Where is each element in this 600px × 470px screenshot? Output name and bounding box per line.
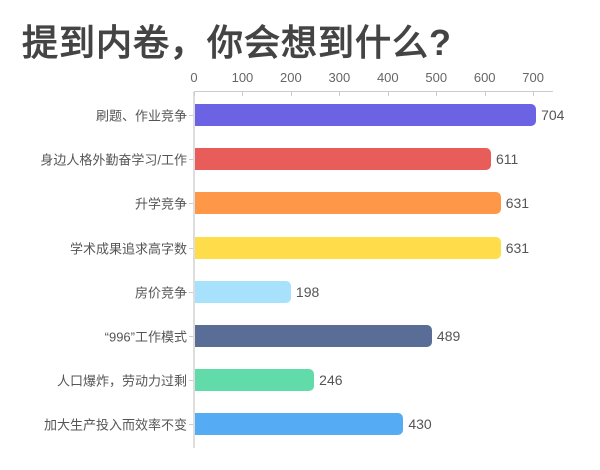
category-tick [189, 336, 193, 337]
x-tick-mark [436, 91, 438, 96]
value-label: 198 [295, 283, 320, 300]
category-tick [189, 424, 193, 426]
x-tick-label: 100 [231, 70, 254, 85]
value-label: 631 [505, 195, 530, 212]
value-label: 246 [319, 372, 343, 389]
category-label: 刷题、作业竞争 [95, 108, 187, 124]
x-axis-line [194, 91, 553, 92]
bar [195, 325, 432, 347]
x-tick-mark [290, 91, 292, 96]
x-tick-label: 0 [190, 70, 198, 85]
bar [195, 192, 501, 215]
category-tick [189, 291, 193, 293]
category-tick [189, 159, 193, 161]
category-label: 人口爆炸，劳动力过剩 [56, 373, 187, 389]
category-label: 身边人格外勤奋学习/工作 [40, 152, 187, 168]
chart-title: 提到内卷，你会想到什么? [22, 22, 452, 63]
category-label: 房价竞争 [134, 285, 187, 301]
value-label: 430 [408, 416, 432, 433]
value-label: 704 [541, 107, 565, 123]
x-tick-label: 600 [473, 70, 496, 85]
category-label: 升学竞争 [134, 196, 187, 212]
x-tick-label: 400 [376, 70, 399, 85]
bar [195, 280, 291, 303]
y-axis-line [193, 92, 195, 448]
category-label: “996”工作模式 [104, 329, 187, 345]
bar [195, 369, 315, 392]
bar [195, 236, 501, 259]
bar [195, 104, 537, 126]
x-tick-label: 700 [522, 70, 544, 85]
category-tick [189, 247, 193, 249]
value-label: 489 [436, 328, 461, 344]
x-tick-label: 200 [280, 70, 302, 85]
x-tick-mark [533, 91, 535, 96]
x-tick-label: 300 [328, 70, 351, 85]
bar [195, 413, 404, 436]
value-label: 631 [505, 239, 530, 256]
x-tick-mark [194, 91, 195, 96]
x-tick-mark [387, 91, 389, 96]
category-tick [189, 115, 193, 116]
x-tick-mark [242, 91, 244, 96]
category-tick [189, 380, 193, 382]
category-label: 加大生产投入而效率不变 [43, 417, 187, 433]
x-tick-mark [339, 91, 341, 96]
bar [195, 148, 492, 171]
x-tick-label: 500 [425, 70, 448, 85]
value-label: 611 [496, 151, 519, 168]
category-tick [189, 203, 193, 205]
category-label: 学术成果追求高字数 [69, 241, 187, 257]
x-tick-mark [484, 91, 486, 96]
